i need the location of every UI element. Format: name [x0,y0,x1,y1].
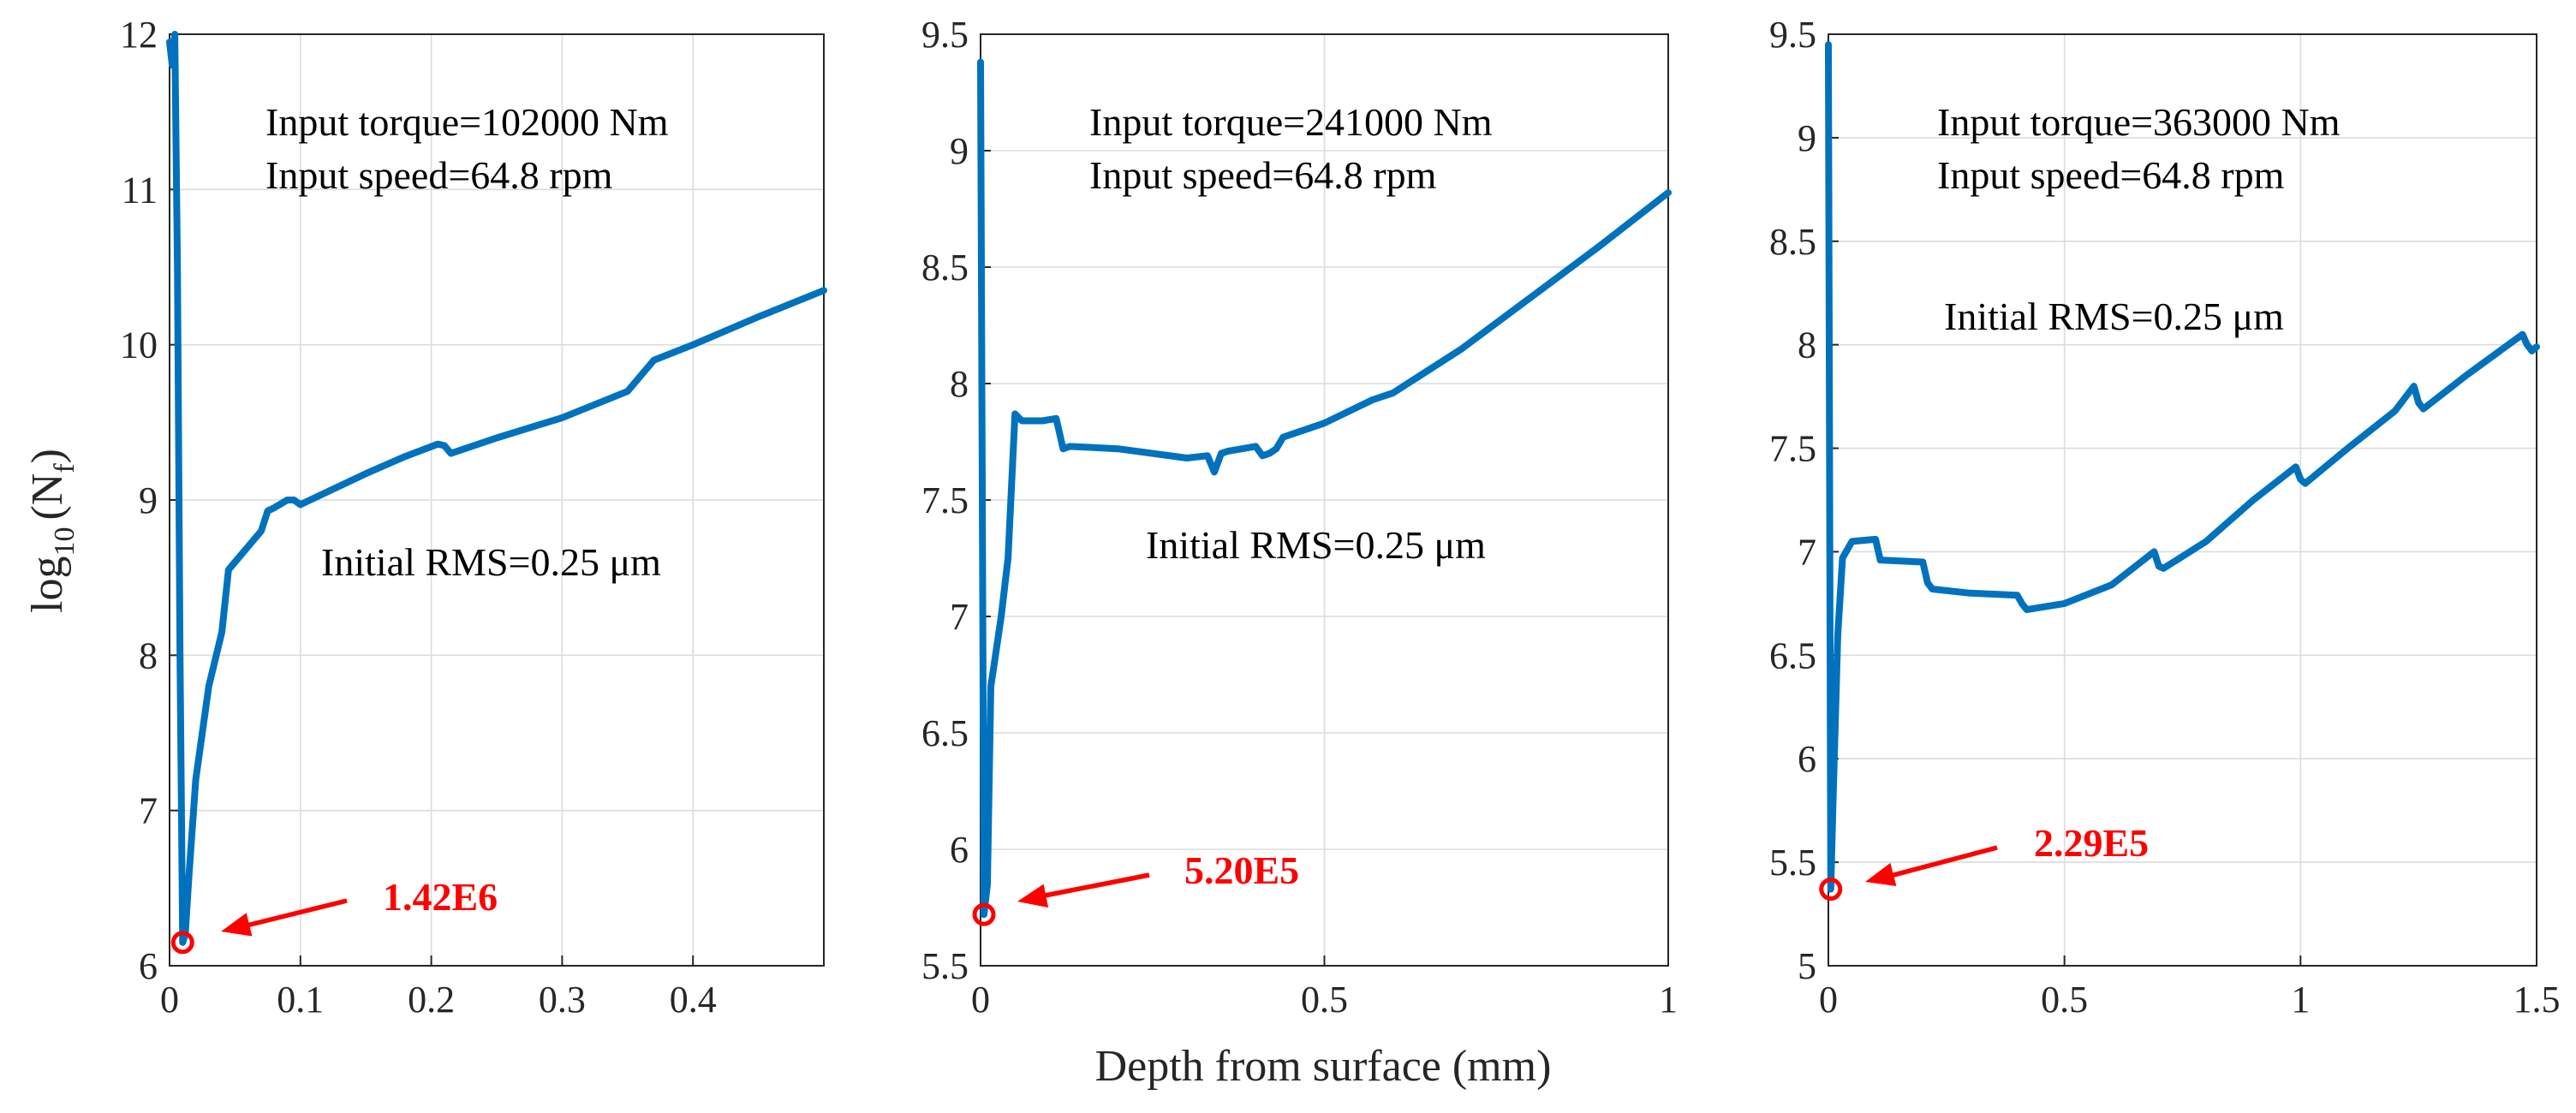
x-tick-label: 1 [1659,979,1678,1021]
annotation-text: Initial RMS=0.25 μm [1944,295,2284,338]
y-tick-label: 7.5 [921,479,969,521]
x-tick-label: 0 [971,979,990,1021]
y-tick-label: 7.5 [1769,428,1816,470]
callout-arrow-head [221,913,253,937]
x-tick-label: 0.4 [670,979,717,1021]
y-tick-label: 10 [120,324,158,366]
axes-frame [169,33,825,967]
y-tick-label: 6.5 [921,712,969,754]
minimum-point-marker [1819,878,1843,902]
x-tick-label: 0 [160,979,179,1021]
callout-arrow-head [1017,884,1049,908]
y-axis-title: log10 (Nf) [23,449,80,613]
callout-arrow-line [239,898,348,930]
annotation-text: Initial RMS=0.25 μm [1146,523,1486,567]
y-tick-label: 9.5 [1769,14,1816,56]
x-tick-label: 0.2 [408,979,455,1021]
y-tick-label: 9 [1798,117,1816,159]
x-tick-label: 0.5 [1301,979,1348,1021]
y-tick-label: 7 [139,790,158,832]
annotation-text: Input torque=102000 Nm [265,100,669,144]
y-tick-label: 6 [1798,738,1816,780]
x-tick-label: 0.1 [277,979,324,1021]
annotation-text: Initial RMS=0.25 μm [321,540,661,584]
annotation-text: Input speed=64.8 rpm [1089,153,1437,197]
y-tick-label: 5 [1798,945,1816,987]
panel-3: 5 5.5 6 6.5 7 7.5 8 8.5 9 9.5 0 0.5 1 1.5 2.29E5 Input … [1769,14,2561,1021]
x-axis-title: Depth from surface (mm) [1095,1042,1552,1091]
y-axis-title-close: ) [23,449,72,463]
annotation-text: Input torque=241000 Nm [1089,100,1493,144]
panel-1: 6 7 8 9 10 11 12 0 0.1 0.2 0.3 0.4 1.42E6 Input torqu… [120,14,827,1021]
y-tick-label: 6 [139,945,158,987]
y-axis-title-paren: (N [23,473,72,521]
minimum-point-marker [170,931,194,955]
y-tick-label: 8.5 [1769,221,1816,263]
y-tick-label: 9 [950,130,969,172]
y-tick-label: 9.5 [921,14,969,56]
x-tick-label: 1 [2291,979,2310,1021]
y-tick-label: 11 [122,169,158,211]
x-tick-label: 0.3 [539,979,586,1021]
y-tick-label: 8.5 [921,247,969,289]
y-tick-label: 8 [1798,324,1816,366]
y-tick-label: 8 [139,634,158,676]
min-life-callout: 5.20E5 [1184,848,1299,892]
callout-arrow-line [1883,845,1998,880]
y-tick-label: 5.5 [1769,842,1816,884]
y-tick-label: 9 [139,479,158,521]
minimum-point-marker [972,902,996,926]
y-tick-label: 6.5 [1769,634,1816,676]
y-axis-title-sub10: 10 [49,527,80,556]
y-tick-label: 7 [950,596,969,638]
panel-2: 5.5 6 6.5 7 7.5 8 8.5 9 9.5 0 0.5 1 5.20E5 Input torq… [921,14,1678,1021]
annotation-text: Input speed=64.8 rpm [1937,153,2285,197]
y-axis-title-log: log [23,556,72,613]
y-axis-title-subf: f [49,463,80,473]
x-tick-label: 0.5 [2041,979,2088,1021]
y-tick-label: 5.5 [921,945,969,987]
min-life-callout: 2.29E5 [2034,821,2149,865]
y-tick-label: 12 [120,14,158,56]
x-tick-label: 0 [1819,979,1838,1021]
annotation-text: Input speed=64.8 rpm [265,153,613,197]
annotation-text: Input torque=363000 Nm [1937,100,2340,144]
callout-arrow-line [1035,872,1150,900]
callout-arrow-head [1865,862,1897,886]
series-line-log10-nf [977,58,1672,919]
min-life-callout: 1.42E6 [383,875,498,919]
series-line-log10-nf [1825,41,2540,893]
x-tick-label: 1.5 [2513,979,2561,1021]
y-tick-label: 6 [950,829,969,871]
y-tick-label: 7 [1798,531,1816,573]
y-tick-label: 8 [950,363,969,405]
